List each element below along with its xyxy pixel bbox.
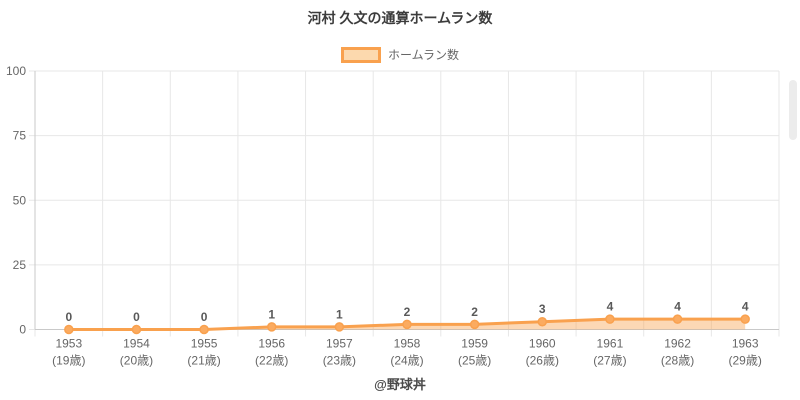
data-point — [199, 324, 209, 335]
y-tick-label: 100 — [6, 64, 26, 78]
data-point — [64, 324, 74, 335]
y-tick-label: 50 — [13, 193, 27, 207]
x-tick-age-label: (23歳) — [323, 354, 356, 368]
x-tick-age-label: (29歳) — [729, 354, 762, 368]
x-tick-age-label: (24歳) — [390, 354, 423, 368]
data-point-label: 3 — [539, 302, 546, 316]
x-tick-year-label: 1954 — [123, 337, 150, 351]
data-point-label: 2 — [404, 305, 411, 319]
data-point-label: 1 — [268, 307, 275, 321]
data-point-label: 1 — [336, 307, 343, 321]
x-tick-age-label: (21歳) — [187, 354, 220, 368]
x-tick-year-label: 1962 — [664, 337, 691, 351]
data-point-label: 2 — [471, 305, 478, 319]
data-point — [672, 314, 683, 324]
data-point — [740, 314, 750, 324]
chart-title: 河村 久文の通算ホームラン数 — [307, 10, 493, 26]
x-tick-year-label: 1953 — [55, 337, 82, 351]
y-tick-label: 75 — [13, 129, 27, 143]
data-point — [334, 322, 345, 332]
x-tick-age-label: (25歳) — [458, 354, 491, 368]
y-tick-label: 0 — [19, 323, 26, 337]
x-tick-age-label: (27歳) — [593, 354, 626, 368]
x-tick-age-label: (19歳) — [52, 354, 85, 368]
legend-label: ホームラン数 — [387, 48, 460, 62]
footer-credit: @野球丼 — [374, 377, 426, 392]
data-point-label: 0 — [201, 310, 208, 324]
x-tick-year-label: 1959 — [461, 337, 488, 351]
x-tick-year-label: 1956 — [258, 337, 285, 351]
x-tick-year-label: 1963 — [732, 337, 759, 351]
legend-swatch-icon — [340, 47, 381, 63]
legend-homeruns[interactable]: ホームラン数 — [0, 47, 800, 63]
data-point — [402, 319, 412, 330]
x-tick-year-label: 1958 — [394, 337, 421, 351]
data-point — [131, 324, 142, 335]
x-tick-age-label: (20歳) — [120, 354, 153, 368]
data-point — [266, 322, 277, 332]
scrollbar-thumb[interactable] — [789, 80, 797, 140]
y-tick-label: 25 — [13, 258, 27, 272]
data-point — [469, 319, 480, 330]
x-tick-year-label: 1957 — [326, 337, 353, 351]
data-point-label: 4 — [674, 300, 681, 314]
x-tick-year-label: 1960 — [529, 337, 556, 351]
data-point — [605, 314, 615, 324]
data-point-label: 0 — [133, 310, 140, 324]
x-tick-age-label: (26歳) — [526, 354, 559, 368]
x-tick-age-label: (22歳) — [255, 354, 288, 368]
data-point — [537, 316, 548, 327]
x-tick-year-label: 1955 — [191, 337, 218, 351]
data-point-label: 4 — [607, 300, 614, 314]
x-tick-year-label: 1961 — [597, 337, 624, 351]
data-point-label: 4 — [742, 300, 749, 314]
x-tick-age-label: (28歳) — [661, 354, 694, 368]
data-point-label: 0 — [65, 310, 72, 324]
